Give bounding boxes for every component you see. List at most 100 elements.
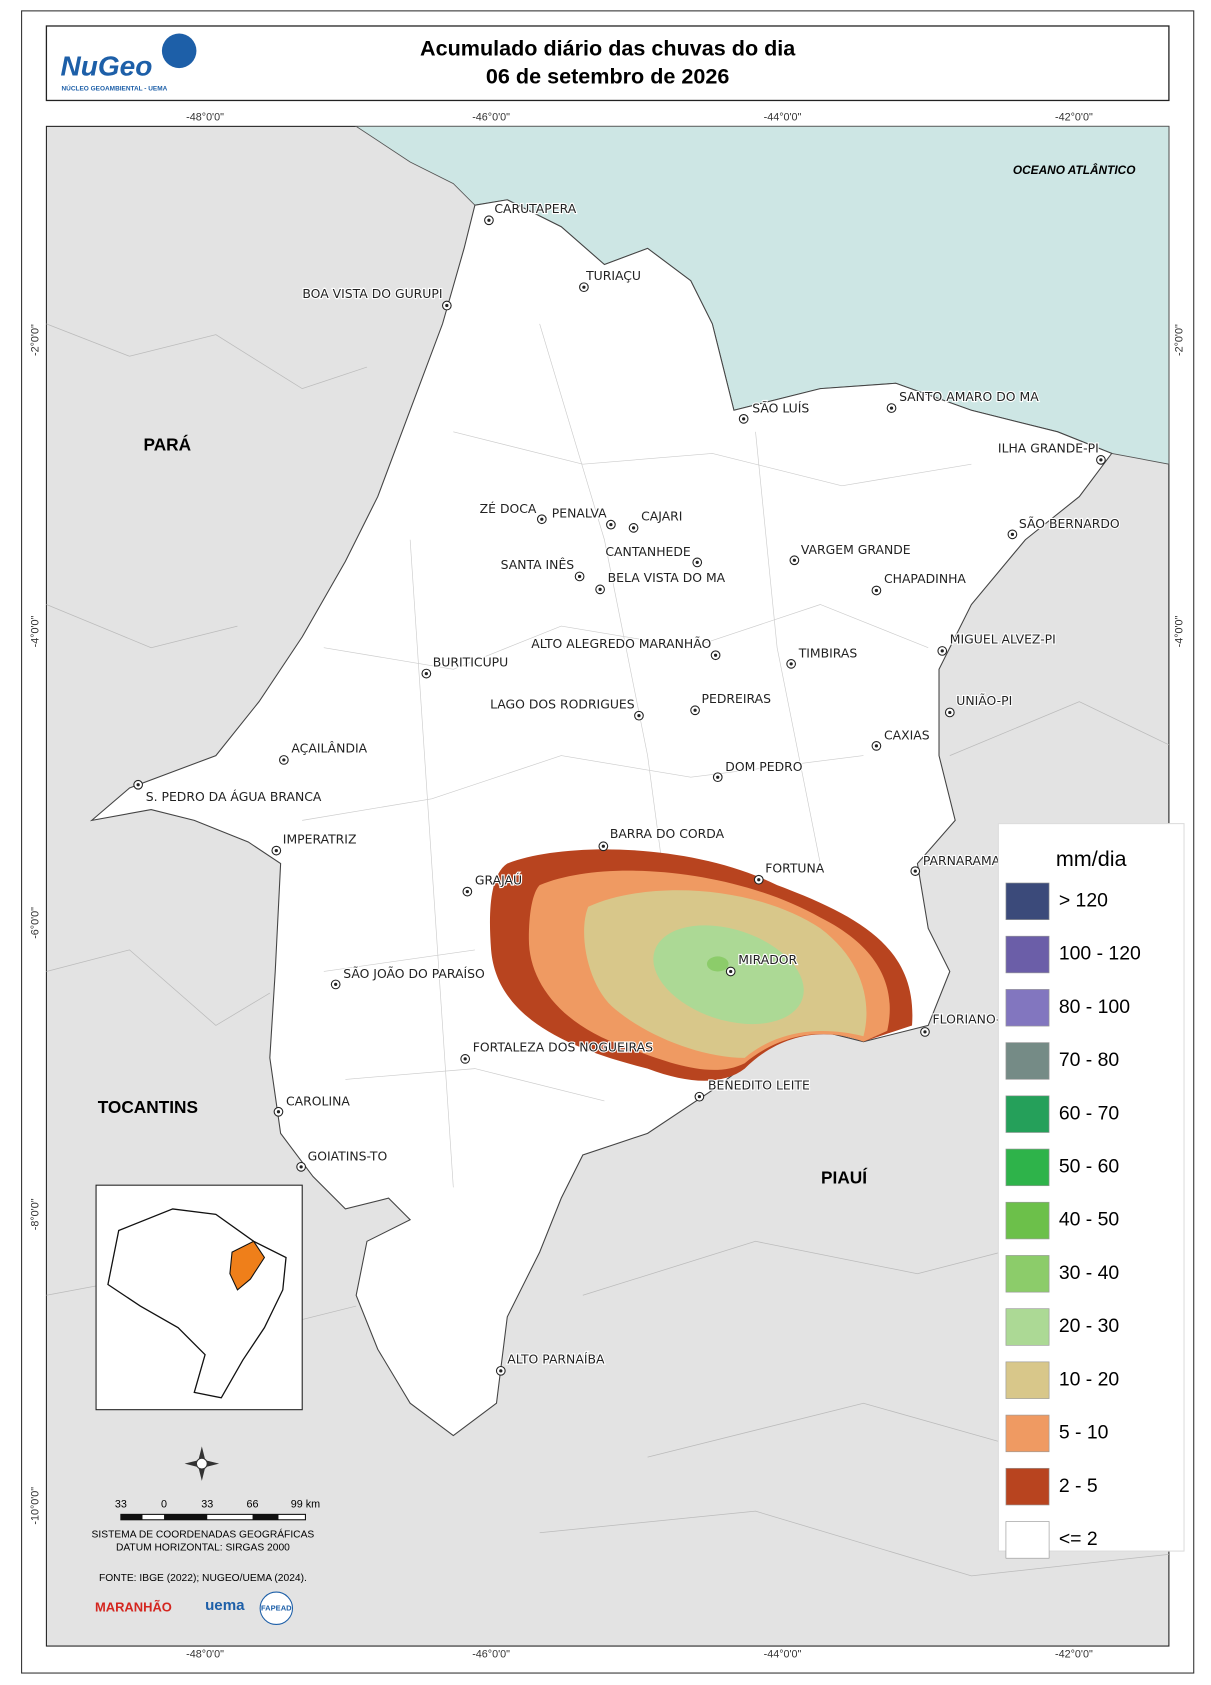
legend-swatch: [1005, 1201, 1050, 1240]
city-dot: [1010, 532, 1015, 536]
scale-label: 33: [201, 1499, 213, 1511]
city-label: BARRA DO CORDA: [610, 826, 725, 841]
compass: [184, 1446, 220, 1481]
city-label: BURITICUPU: [433, 654, 508, 669]
lon-label: -44°0'0": [764, 1649, 802, 1661]
scale-label: 33: [115, 1499, 127, 1511]
title: Acumulado diário das chuvas do dia: [420, 35, 796, 60]
crs: SISTEMA DE COORDENADAS GEOGRÁFICAS: [92, 1528, 315, 1541]
city-dot: [282, 758, 286, 762]
city-label: ALTO ALEGREDO MARANHÃO: [531, 636, 711, 651]
city-dot: [757, 878, 761, 882]
legend-label: 5 - 10: [1059, 1422, 1109, 1444]
city-label: CANTANHEDE: [605, 544, 691, 559]
lat-label: -4°0'0": [29, 615, 41, 647]
city-dot: [465, 889, 469, 894]
region-label: TOCANTINS: [98, 1097, 198, 1117]
city-label: SANTA INÊS: [501, 557, 575, 572]
region-label: PARÁ: [143, 434, 191, 454]
city-dot: [463, 1057, 467, 1061]
maranhao: [89, 199, 1113, 1437]
legend-swatch: [1005, 1308, 1050, 1346]
rainfall: [489, 849, 913, 1081]
city-label: TIMBIRAS: [798, 646, 858, 661]
scale-bar: [120, 1513, 306, 1521]
legend-swatch: [1005, 1414, 1050, 1453]
lon-label: -48°0'0": [186, 1649, 224, 1661]
city-dot: [582, 285, 586, 289]
legend-label: 40 - 50: [1059, 1209, 1120, 1231]
city-dot: [792, 558, 797, 562]
legend-label: <= 2: [1059, 1528, 1098, 1550]
city-dot: [874, 744, 879, 748]
city-dot: [424, 671, 428, 676]
city-label: LAGO DOS RODRIGUES: [490, 696, 635, 711]
city-label: SÃO BERNARDO: [1019, 516, 1120, 531]
city-label: BELA VISTA DO MA: [608, 570, 726, 585]
legend-swatch: [1005, 882, 1050, 920]
city-dot: [274, 848, 278, 853]
region-label: PIAUÍ: [821, 1167, 868, 1187]
city-label: CAJARI: [641, 509, 682, 524]
lat-label: -2°0'0": [29, 324, 41, 356]
legend-label: 20 - 30: [1059, 1315, 1120, 1337]
subtitle: 06 de setembro de 2026: [486, 64, 729, 89]
legend-label: 10 - 20: [1059, 1368, 1120, 1390]
city-dot: [276, 1110, 281, 1114]
city-dot: [889, 406, 894, 410]
lon-label: -44°0'0": [764, 112, 802, 124]
city-dot: [693, 708, 697, 712]
ocean-label: OCEANO ATLÂNTICO: [1013, 162, 1136, 177]
city-dot: [923, 1030, 927, 1034]
city-dot: [742, 417, 746, 421]
legend-swatch: [1005, 1467, 1050, 1506]
city-dot: [601, 844, 605, 848]
city-label: FORTALEZA DOS NOGUEIRAS: [473, 1040, 653, 1055]
city-label: MIRADOR: [738, 952, 797, 967]
legend-swatch: [1005, 1042, 1050, 1080]
city-dot: [1099, 458, 1103, 462]
city-dot: [713, 653, 718, 657]
lon-label: -48°0'0": [186, 112, 224, 124]
legend-swatch: [1005, 1361, 1050, 1399]
legend-label: 70 - 80: [1059, 1049, 1120, 1071]
legend-swatch: [1005, 1255, 1050, 1293]
logo: NuGeo: [60, 50, 152, 81]
logo-uema: uema: [205, 1597, 245, 1614]
legend-label: 60 - 70: [1059, 1102, 1120, 1124]
city-dot: [136, 783, 140, 787]
city-dot: [631, 526, 636, 530]
city-label: BOA VISTA DO GURUPI: [302, 286, 442, 301]
legend-label: 30 - 40: [1059, 1262, 1120, 1284]
city-label: S. PEDRO DA ÁGUA BRANCA: [146, 789, 322, 804]
lon-label: -42°0'0": [1055, 1649, 1093, 1661]
datum: DATUM HORIZONTAL: SIRGAS 2000: [116, 1543, 290, 1554]
city-label: UNIÃO-PI: [956, 693, 1012, 708]
city-label: SANTO AMARO DO MA: [899, 389, 1039, 404]
lat-label: -6°0'0": [29, 907, 41, 939]
lon-label: -46°0'0": [472, 1649, 510, 1661]
city-dot: [695, 560, 699, 565]
city-label: FORTUNA: [765, 860, 825, 875]
city-dot: [577, 574, 582, 579]
city-label: ALTO PARNAÍBA: [507, 1352, 605, 1367]
legend-swatch: [1005, 1095, 1050, 1133]
legend-label: 2 - 5: [1059, 1475, 1098, 1497]
city-dot: [789, 662, 793, 666]
legend-label: 50 - 60: [1059, 1156, 1120, 1178]
city-dot: [598, 587, 602, 592]
lon-label: -46°0'0": [472, 112, 510, 124]
legend-label: 80 - 100: [1059, 996, 1130, 1018]
title-box: [45, 25, 1170, 102]
inset-maranhao: [229, 1240, 266, 1291]
scale-label: 0: [161, 1499, 167, 1511]
city-label: ZÉ DOCA: [480, 501, 537, 516]
city-label: PEDREIRAS: [702, 691, 772, 706]
city-label: SÃO LUÍS: [752, 401, 809, 416]
city-dot: [609, 523, 613, 527]
city-label: CAXIAS: [884, 728, 930, 743]
city-label: SÃO JOÃO DO PARAÍSO: [343, 966, 485, 981]
lat-label: -4°0'0": [1174, 615, 1186, 647]
logo-fapead-ring: [259, 1591, 294, 1626]
